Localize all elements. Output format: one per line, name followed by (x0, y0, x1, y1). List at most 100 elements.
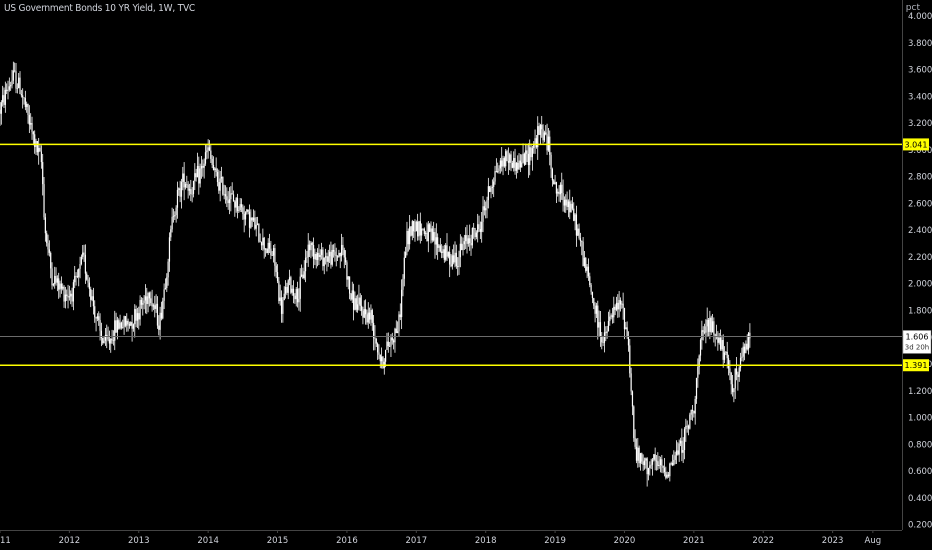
candle-body (127, 320, 129, 325)
candle-body (48, 249, 50, 253)
candle-body (646, 458, 648, 475)
price-tick-label: 1.000 (908, 414, 932, 424)
candle-body (487, 186, 489, 201)
candle-body (8, 86, 10, 90)
candle-body (355, 298, 357, 310)
price-tick-label: 2.600 (908, 199, 932, 209)
time-tick-label: 2015 (267, 536, 289, 546)
candle-body (629, 345, 631, 374)
candle-body (50, 252, 52, 269)
candle-body (59, 283, 61, 290)
candle-body (727, 358, 730, 369)
candle-body (163, 289, 165, 301)
candle-body (582, 241, 584, 267)
candle-body (673, 459, 675, 466)
candle-body (28, 114, 30, 125)
candle-body (296, 288, 299, 303)
candle-body (542, 129, 544, 141)
candle-body (541, 124, 543, 130)
candle-body (395, 328, 397, 334)
candle-body (250, 217, 252, 228)
candle-body (726, 351, 728, 359)
candle-body (260, 242, 263, 246)
candle-body (176, 189, 179, 208)
candle-body (705, 326, 707, 333)
candle-body (566, 199, 568, 208)
candle-body (144, 296, 147, 301)
candle-body (259, 241, 261, 243)
candle-body (112, 340, 115, 341)
candle-body (662, 465, 664, 468)
candle-body (405, 251, 407, 258)
candle-body (711, 321, 714, 333)
candle-body (90, 289, 92, 300)
candle-body (553, 180, 555, 185)
candle-body (458, 257, 460, 268)
candle-body (609, 316, 611, 322)
candle-body (240, 204, 243, 208)
candle-body (284, 286, 287, 294)
candle-body (154, 305, 156, 309)
candle-body (493, 181, 495, 187)
current-price-label: 1.606 (906, 332, 929, 341)
candle-body (718, 337, 720, 343)
candle-body (2, 95, 4, 103)
candle-body (215, 168, 217, 172)
candle-body (398, 314, 400, 332)
candle-body (415, 221, 417, 232)
candle-body (352, 290, 355, 310)
candle-body (366, 314, 368, 323)
candle-body (590, 285, 592, 292)
candle-body (455, 252, 457, 267)
candle-body (558, 191, 560, 195)
candle-body (477, 224, 479, 233)
candle-body (359, 297, 361, 306)
candle-body (429, 224, 431, 232)
candle-body (34, 134, 36, 147)
candle-body (204, 152, 207, 164)
candle-body (526, 150, 528, 154)
candle-body (557, 191, 559, 194)
candle-body (107, 336, 109, 340)
candle-body (427, 224, 429, 242)
unit-label: pct (905, 3, 920, 13)
candle-body (598, 322, 600, 328)
candle-body (489, 186, 491, 192)
candle-body (622, 303, 624, 308)
candle-body (679, 440, 682, 444)
candle-body (369, 312, 371, 320)
candle-body (267, 242, 269, 253)
candle-body (554, 182, 556, 185)
candle-body (534, 138, 536, 145)
candle-body (346, 262, 348, 280)
candle-body (234, 201, 236, 208)
candle-body (298, 298, 300, 303)
candle-body (314, 254, 316, 260)
price-tick-label: 3.000 (908, 146, 932, 156)
candle-body (11, 80, 13, 86)
candle-body (470, 243, 472, 246)
candle-body (98, 316, 100, 321)
candle-body (691, 410, 694, 412)
candle-body (714, 334, 716, 336)
countdown-label: 3d 20h (905, 343, 929, 351)
candle-body (521, 162, 523, 168)
candle-body (483, 206, 485, 211)
candle-body (597, 305, 599, 328)
candle-body (749, 332, 751, 339)
candle-body (441, 251, 443, 253)
candle-body (573, 208, 575, 221)
candle-body (19, 77, 21, 95)
candle-body (627, 335, 630, 346)
candle-body (647, 468, 650, 475)
candle-body (336, 256, 339, 258)
candle-body (31, 122, 33, 132)
candle-body (747, 332, 750, 350)
candle-body (67, 295, 69, 298)
candle-body (356, 304, 359, 310)
candle-body (199, 168, 201, 184)
candle-body (734, 368, 736, 389)
candle-body (351, 290, 353, 300)
